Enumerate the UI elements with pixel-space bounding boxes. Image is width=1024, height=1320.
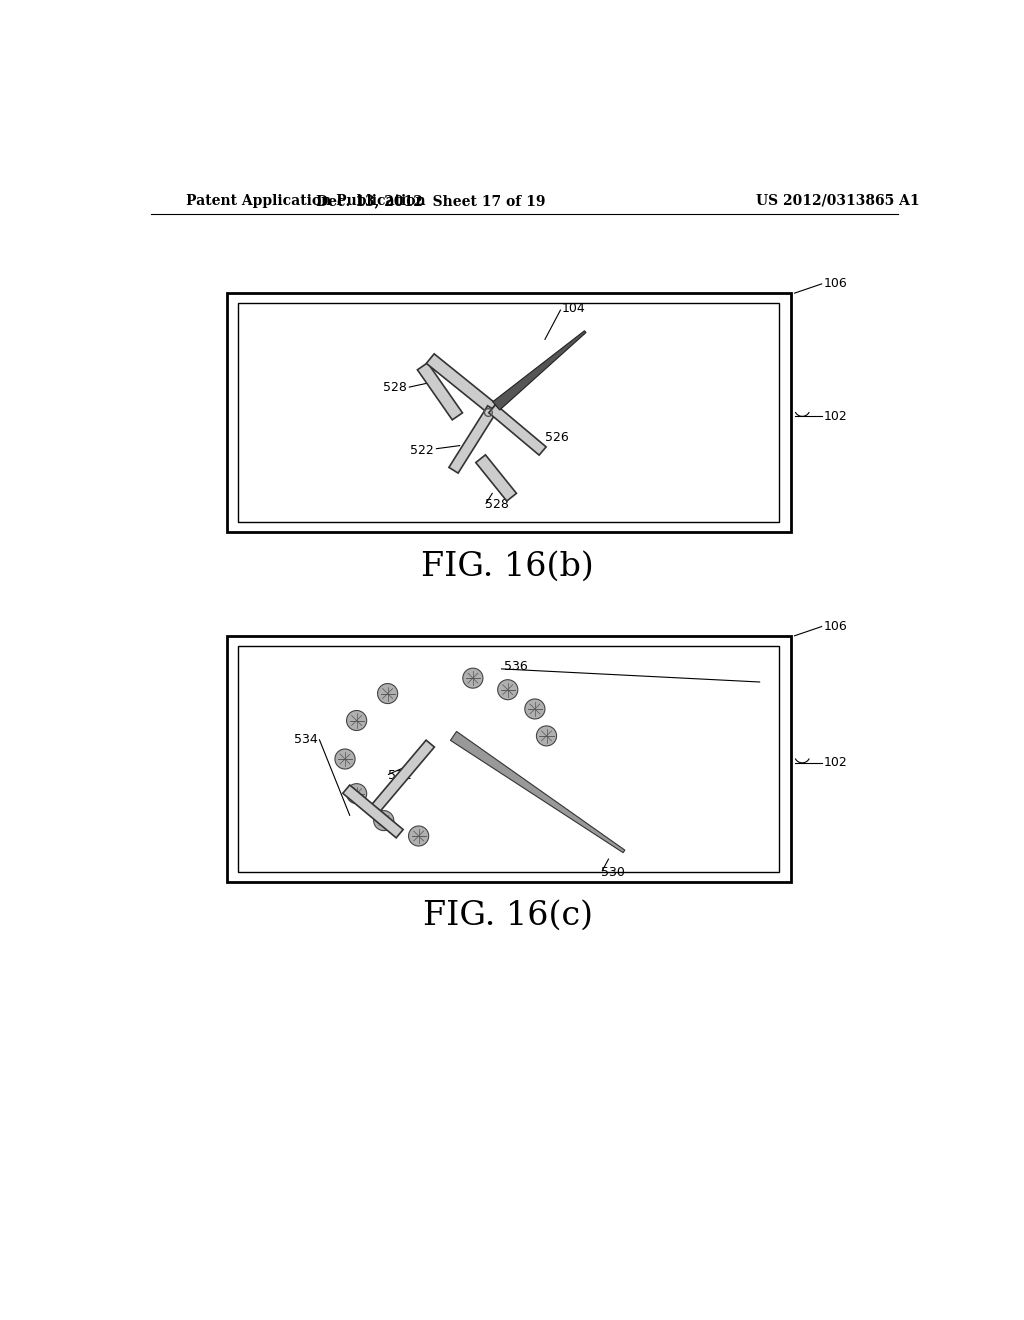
Bar bbox=[227, 636, 791, 882]
Text: FIG. 16(b): FIG. 16(b) bbox=[421, 550, 594, 582]
Circle shape bbox=[346, 784, 367, 804]
Text: 102: 102 bbox=[824, 409, 848, 422]
Polygon shape bbox=[369, 741, 434, 814]
Circle shape bbox=[378, 684, 397, 704]
Text: US 2012/0313865 A1: US 2012/0313865 A1 bbox=[756, 194, 920, 207]
Text: 536: 536 bbox=[504, 660, 527, 673]
Bar bbox=[238, 304, 779, 521]
Circle shape bbox=[346, 710, 367, 730]
Bar bbox=[227, 293, 791, 532]
Text: 104: 104 bbox=[562, 302, 586, 315]
Polygon shape bbox=[418, 363, 463, 420]
Text: 530: 530 bbox=[601, 866, 625, 879]
Text: 106: 106 bbox=[824, 620, 848, 634]
Text: 528: 528 bbox=[383, 380, 407, 393]
Circle shape bbox=[409, 826, 429, 846]
Text: Patent Application Publication: Patent Application Publication bbox=[186, 194, 426, 207]
Polygon shape bbox=[476, 455, 516, 502]
Circle shape bbox=[374, 810, 394, 830]
Circle shape bbox=[524, 700, 545, 719]
Polygon shape bbox=[451, 731, 625, 853]
Text: Dec. 13, 2012  Sheet 17 of 19: Dec. 13, 2012 Sheet 17 of 19 bbox=[315, 194, 545, 207]
Circle shape bbox=[498, 680, 518, 700]
Text: 526: 526 bbox=[545, 432, 568, 445]
Text: 534: 534 bbox=[294, 733, 317, 746]
Circle shape bbox=[537, 726, 557, 746]
Polygon shape bbox=[426, 354, 497, 413]
Polygon shape bbox=[488, 404, 546, 455]
Circle shape bbox=[335, 748, 355, 770]
Text: 522: 522 bbox=[411, 445, 434, 458]
Text: 106: 106 bbox=[824, 277, 848, 290]
Text: 528: 528 bbox=[484, 499, 508, 511]
Text: FIG. 16(c): FIG. 16(c) bbox=[423, 899, 593, 932]
Circle shape bbox=[463, 668, 483, 688]
Text: 102: 102 bbox=[824, 756, 848, 770]
Polygon shape bbox=[449, 405, 497, 473]
Text: 532: 532 bbox=[388, 770, 412, 783]
Polygon shape bbox=[343, 785, 403, 838]
Bar bbox=[238, 645, 779, 873]
Polygon shape bbox=[493, 331, 586, 411]
